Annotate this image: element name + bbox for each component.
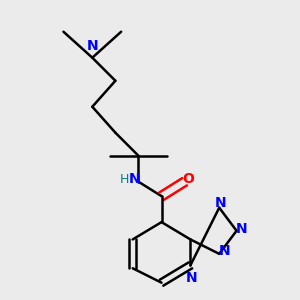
Text: H: H xyxy=(120,173,129,186)
Text: O: O xyxy=(182,172,194,186)
Text: N: N xyxy=(219,244,230,258)
Text: N: N xyxy=(86,39,98,53)
Text: N: N xyxy=(186,271,198,285)
Text: N: N xyxy=(128,172,140,186)
Text: N: N xyxy=(215,196,226,210)
Text: N: N xyxy=(236,222,248,236)
